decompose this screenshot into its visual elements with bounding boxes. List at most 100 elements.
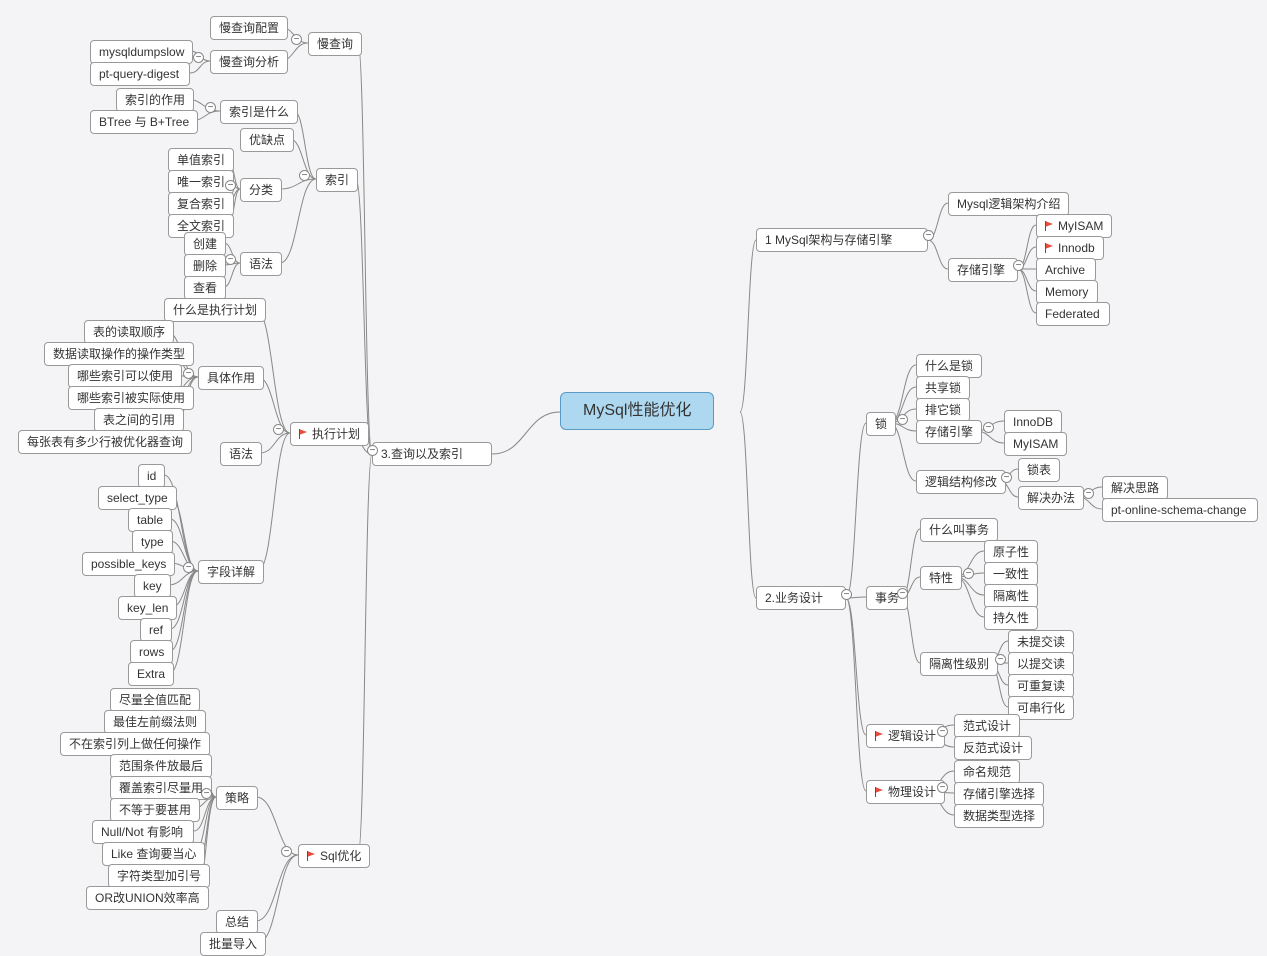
node-b3e4e[interactable]: possible_keys xyxy=(82,552,175,576)
collapse-toggle[interactable]: − xyxy=(291,34,302,45)
node-b3i[interactable]: 索引 xyxy=(316,168,358,192)
node-b3i2[interactable]: 优缺点 xyxy=(240,128,294,152)
node-b2l3[interactable]: 排它锁 xyxy=(916,398,970,422)
collapse-toggle[interactable]: − xyxy=(193,52,204,63)
node-b3q1f[interactable]: 不等于要甚用 xyxy=(110,798,200,822)
node-b3e2d[interactable]: 哪些索引被实际使用 xyxy=(68,386,194,410)
node-b2t3[interactable]: 隔离性级别 xyxy=(920,652,998,676)
node-b3i3a[interactable]: 单值索引 xyxy=(168,148,234,172)
collapse-toggle[interactable]: − xyxy=(937,782,948,793)
node-b1[interactable]: 1 MySql架构与存储引擎 xyxy=(756,228,928,252)
node-b3i3b[interactable]: 唯一索引 xyxy=(168,170,234,194)
node-b3q1h[interactable]: Like 查询要当心 xyxy=(102,842,205,866)
collapse-toggle[interactable]: − xyxy=(273,424,284,435)
node-b3s2b[interactable]: pt-query-digest xyxy=(90,62,190,86)
node-b2t3b[interactable]: 以提交读 xyxy=(1008,652,1074,676)
collapse-toggle[interactable]: − xyxy=(367,445,378,456)
node-b3e2f[interactable]: 每张表有多少行被优化器查询 xyxy=(18,430,192,454)
node-b3e2e[interactable]: 表之间的引用 xyxy=(94,408,184,432)
node-b3e4[interactable]: 字段详解 xyxy=(198,560,264,584)
collapse-toggle[interactable]: − xyxy=(183,562,194,573)
node-b3q3[interactable]: 批量导入 xyxy=(200,932,266,956)
collapse-toggle[interactable]: − xyxy=(281,846,292,857)
node-b2l5b[interactable]: 解决办法 xyxy=(1018,486,1084,510)
node-b3q1e[interactable]: 覆盖索引尽量用 xyxy=(110,776,212,800)
node-b1b4[interactable]: Memory xyxy=(1036,280,1098,304)
node-b2t2d[interactable]: 持久性 xyxy=(984,606,1038,630)
node-b3e4f[interactable]: key xyxy=(134,574,171,598)
collapse-toggle[interactable]: − xyxy=(205,102,216,113)
collapse-toggle[interactable]: − xyxy=(923,230,934,241)
node-b2t2[interactable]: 特性 xyxy=(920,566,962,590)
collapse-toggle[interactable]: − xyxy=(937,726,948,737)
collapse-toggle[interactable]: − xyxy=(995,654,1006,665)
node-b3i1a[interactable]: 索引的作用 xyxy=(116,88,194,112)
node-b3i4a[interactable]: 创建 xyxy=(184,232,226,256)
node-b2l5a[interactable]: 锁表 xyxy=(1018,458,1060,482)
node-b3e4g[interactable]: key_len xyxy=(118,596,177,620)
node-b3e4b[interactable]: select_type xyxy=(98,486,177,510)
node-b2g1[interactable]: 范式设计 xyxy=(954,714,1020,738)
node-b3e4i[interactable]: rows xyxy=(130,640,173,664)
collapse-toggle[interactable]: − xyxy=(963,568,974,579)
node-b2[interactable]: 2.业务设计 xyxy=(756,586,846,610)
node-b2l5b2[interactable]: pt-online-schema-change xyxy=(1102,498,1258,522)
collapse-toggle[interactable]: − xyxy=(1001,472,1012,483)
node-b3i4c[interactable]: 查看 xyxy=(184,276,226,300)
collapse-toggle[interactable]: − xyxy=(1083,488,1094,499)
node-b3i1b[interactable]: BTree 与 B+Tree xyxy=(90,110,198,134)
node-b2l4[interactable]: 存储引擎 xyxy=(916,420,982,444)
node-b3e4h[interactable]: ref xyxy=(140,618,172,642)
node-b2p1[interactable]: 命名规范 xyxy=(954,760,1020,784)
node-b3q1i[interactable]: 字符类型加引号 xyxy=(108,864,210,888)
node-b3e4d[interactable]: type xyxy=(132,530,173,554)
collapse-toggle[interactable]: − xyxy=(183,368,194,379)
node-b3e2[interactable]: 具体作用 xyxy=(198,366,264,390)
node-b3q1g[interactable]: Null/Not 有影响 xyxy=(92,820,194,844)
collapse-toggle[interactable]: − xyxy=(225,254,236,265)
node-b2g2[interactable]: 反范式设计 xyxy=(954,736,1032,760)
node-b2p3[interactable]: 数据类型选择 xyxy=(954,804,1044,828)
node-b3e1[interactable]: 什么是执行计划 xyxy=(164,298,266,322)
node-b3q1c[interactable]: 不在索引列上做任何操作 xyxy=(60,732,210,756)
node-b2l[interactable]: 锁 xyxy=(866,412,896,436)
node-b3q2[interactable]: 总结 xyxy=(216,910,258,934)
node-b1b2[interactable]: Innodb xyxy=(1036,236,1104,260)
node-b3s2a[interactable]: mysqldumpslow xyxy=(90,40,193,64)
node-b3e2c[interactable]: 哪些索引可以使用 xyxy=(68,364,182,388)
node-b3q[interactable]: Sql优化 xyxy=(298,844,370,868)
node-b2t3a[interactable]: 未提交读 xyxy=(1008,630,1074,654)
node-b1b5[interactable]: Federated xyxy=(1036,302,1110,326)
node-b3q1d[interactable]: 范围条件放最后 xyxy=(110,754,212,778)
node-b2l2[interactable]: 共享锁 xyxy=(916,376,970,400)
node-b3e2b[interactable]: 数据读取操作的操作类型 xyxy=(44,342,194,366)
collapse-toggle[interactable]: − xyxy=(299,170,310,181)
node-b3q1[interactable]: 策略 xyxy=(216,786,258,810)
collapse-toggle[interactable]: − xyxy=(897,414,908,425)
node-b3s1[interactable]: 慢查询配置 xyxy=(210,16,288,40)
collapse-toggle[interactable]: − xyxy=(841,589,852,600)
collapse-toggle[interactable]: − xyxy=(897,588,908,599)
node-b2t2b[interactable]: 一致性 xyxy=(984,562,1038,586)
node-b3s2[interactable]: 慢查询分析 xyxy=(210,50,288,74)
node-b3[interactable]: 3.查询以及索引 xyxy=(372,442,492,466)
collapse-toggle[interactable]: − xyxy=(225,180,236,191)
node-b3i3c[interactable]: 复合索引 xyxy=(168,192,234,216)
node-b2l1[interactable]: 什么是锁 xyxy=(916,354,982,378)
node-b3i1[interactable]: 索引是什么 xyxy=(220,100,298,124)
node-b1b[interactable]: 存储引擎 xyxy=(948,258,1018,282)
node-b2p2[interactable]: 存储引擎选择 xyxy=(954,782,1044,806)
collapse-toggle[interactable]: − xyxy=(201,788,212,799)
node-b2t1[interactable]: 什么叫事务 xyxy=(920,518,998,542)
collapse-toggle[interactable]: − xyxy=(983,422,994,433)
node-b3e4j[interactable]: Extra xyxy=(128,662,174,686)
node-b3e4a[interactable]: id xyxy=(138,464,165,488)
node-b2l4b[interactable]: MyISAM xyxy=(1004,432,1067,456)
node-b3i4[interactable]: 语法 xyxy=(240,252,282,276)
node-b3s[interactable]: 慢查询 xyxy=(308,32,362,56)
node-b3i3[interactable]: 分类 xyxy=(240,178,282,202)
node-b2t3c[interactable]: 可重复读 xyxy=(1008,674,1074,698)
node-root[interactable]: MySql性能优化 xyxy=(560,392,714,430)
node-b3q1j[interactable]: OR改UNION效率高 xyxy=(86,886,209,910)
node-b2l4a[interactable]: InnoDB xyxy=(1004,410,1062,434)
